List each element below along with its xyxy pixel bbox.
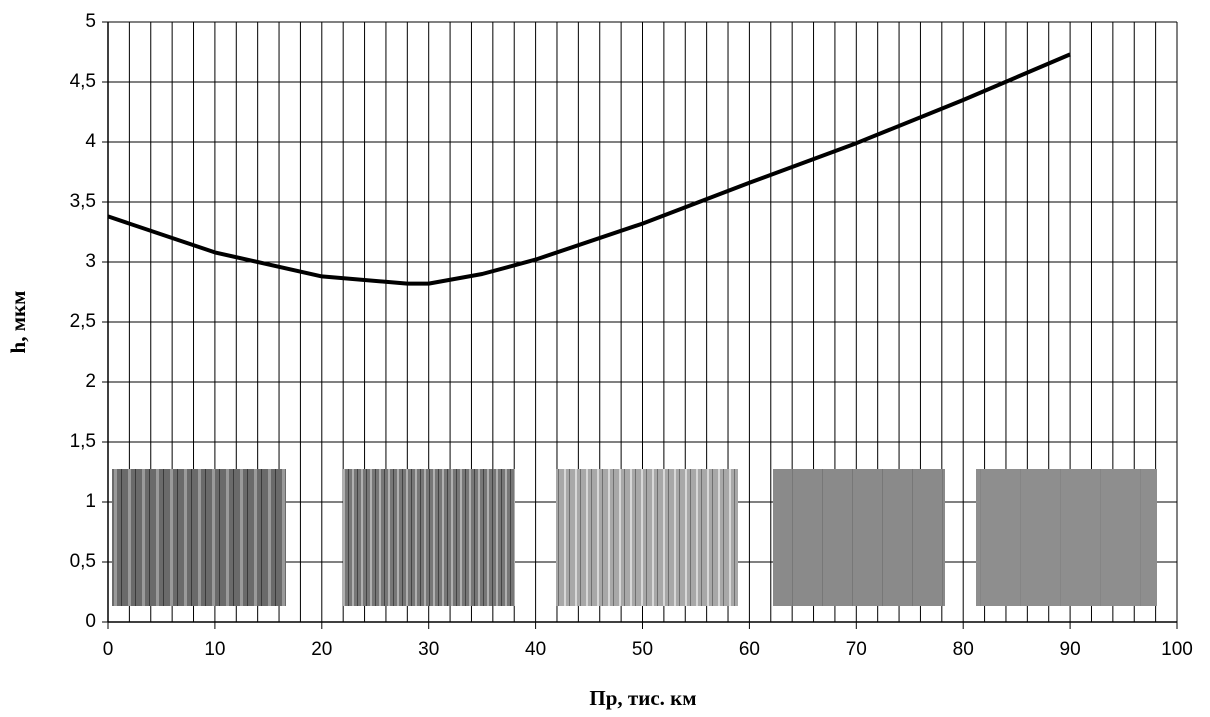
sem-images bbox=[112, 469, 1157, 606]
y-tick-label: 4 bbox=[85, 131, 96, 152]
y-tick-label: 4,5 bbox=[70, 71, 96, 92]
x-tick-label: 50 bbox=[632, 639, 653, 660]
y-tick-label: 1,5 bbox=[70, 431, 96, 452]
x-tick-label: 90 bbox=[1060, 639, 1081, 660]
y-tick-label: 2 bbox=[85, 371, 96, 392]
x-tick-label: 70 bbox=[846, 639, 867, 660]
sem-image bbox=[976, 469, 1157, 606]
y-tick-label: 1 bbox=[85, 491, 96, 512]
sem-image bbox=[112, 469, 286, 606]
data-line bbox=[107, 52, 1071, 286]
sem-image bbox=[773, 469, 945, 606]
x-tick-label: 100 bbox=[1161, 639, 1193, 660]
x-tick-label: 40 bbox=[525, 639, 546, 660]
y-tick-label: 3,5 bbox=[70, 191, 96, 212]
sem-image bbox=[556, 469, 738, 606]
x-tick-label: 10 bbox=[204, 639, 225, 660]
sem-image bbox=[343, 469, 515, 606]
x-tick-label: 80 bbox=[953, 639, 974, 660]
x-tick-label: 20 bbox=[311, 639, 332, 660]
y-tick-label: 0 bbox=[85, 611, 96, 632]
x-tick-label: 30 bbox=[418, 639, 439, 660]
x-tick-label: 0 bbox=[103, 639, 114, 660]
y-tick-label: 5 bbox=[85, 11, 96, 32]
y-tick-label: 2,5 bbox=[70, 311, 96, 332]
y-axis-label: h, мкм bbox=[6, 291, 30, 354]
y-tick-label: 3 bbox=[85, 251, 96, 272]
y-tick-label: 0,5 bbox=[70, 551, 96, 572]
x-tick-label: 60 bbox=[739, 639, 760, 660]
x-axis-label: Пр, тис. км bbox=[589, 686, 696, 710]
